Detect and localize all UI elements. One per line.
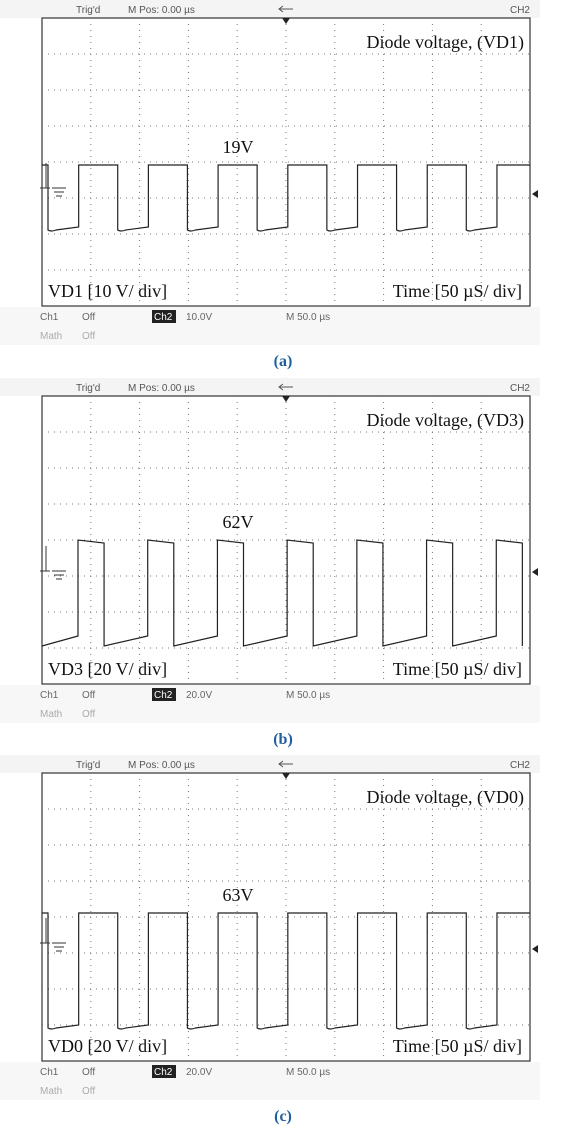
status-bar xyxy=(0,1062,540,1100)
m-pos: M Pos: 0.00 µs xyxy=(128,5,195,16)
status-bar xyxy=(0,685,540,723)
math-state: Off xyxy=(82,1086,95,1097)
level-marker xyxy=(532,945,538,953)
level-label: 63V xyxy=(223,885,254,905)
scale-label: VD0 [20 V/ div] xyxy=(48,1036,167,1056)
panel-title: Diode voltage, (VD0) xyxy=(367,787,524,808)
ch1-label: Ch1 xyxy=(40,1067,59,1078)
ch2-scale: 10.0V xyxy=(186,312,212,323)
math-label: Math xyxy=(40,331,62,342)
time-base: M 50.0 µs xyxy=(286,690,330,701)
channel: CH2 xyxy=(510,383,530,394)
trig-status: Trig'd xyxy=(76,383,100,394)
trig-status: Trig'd xyxy=(76,760,100,771)
channel: CH2 xyxy=(510,760,530,771)
caption: (b) xyxy=(273,731,293,748)
ch1-state: Off xyxy=(82,1067,95,1078)
ch1-label: Ch1 xyxy=(40,690,59,701)
level-label: 19V xyxy=(223,137,254,157)
time-base: M 50.0 µs xyxy=(286,1067,330,1078)
ch2-label: Ch2 xyxy=(154,312,173,323)
scale-label: VD1 [10 V/ div] xyxy=(48,281,167,301)
math-state: Off xyxy=(82,709,95,720)
time-label: Time [50 µS/ div] xyxy=(393,659,522,679)
ch1-label: Ch1 xyxy=(40,312,59,323)
channel: CH2 xyxy=(510,5,530,16)
panel-title: Diode voltage, (VD3) xyxy=(367,410,524,431)
level-label: 62V xyxy=(223,512,254,532)
math-label: Math xyxy=(40,1086,62,1097)
ch2-scale: 20.0V xyxy=(186,1067,212,1078)
status-bar xyxy=(0,307,540,345)
math-state: Off xyxy=(82,331,95,342)
caption: (a) xyxy=(274,353,293,370)
caption: (c) xyxy=(274,1108,292,1125)
ch1-state: Off xyxy=(82,690,95,701)
m-pos: M Pos: 0.00 µs xyxy=(128,760,195,771)
figure: Trig'd M Pos: 0.00 µs CH2 Diode voltage, (V… xyxy=(0,0,563,1126)
panel-title: Diode voltage, (VD1) xyxy=(367,32,524,53)
time-label: Time [50 µS/ div] xyxy=(393,281,522,301)
math-label: Math xyxy=(40,709,62,720)
scale-label: VD3 [20 V/ div] xyxy=(48,659,167,679)
level-marker xyxy=(532,190,538,198)
time-base: M 50.0 µs xyxy=(286,312,330,323)
trig-status: Trig'd xyxy=(76,5,100,16)
ch2-label: Ch2 xyxy=(154,690,173,701)
level-marker xyxy=(532,568,538,576)
time-label: Time [50 µS/ div] xyxy=(393,1036,522,1056)
m-pos: M Pos: 0.00 µs xyxy=(128,383,195,394)
ch1-state: Off xyxy=(82,312,95,323)
ch2-label: Ch2 xyxy=(154,1067,173,1078)
ch2-scale: 20.0V xyxy=(186,690,212,701)
